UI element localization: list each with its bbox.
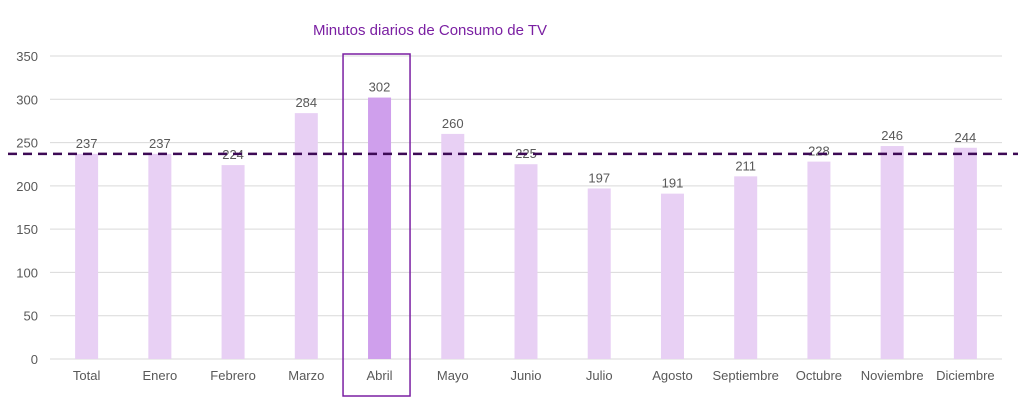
x-tick-label: Septiembre bbox=[712, 368, 778, 383]
x-tick-label: Junio bbox=[510, 368, 541, 383]
data-label: 228 bbox=[808, 144, 830, 159]
y-axis-ticks: 0 50 100 150 200 250 300 350 bbox=[16, 49, 38, 367]
data-label: 244 bbox=[955, 130, 977, 145]
y-tick-label: 150 bbox=[16, 222, 38, 237]
bar bbox=[148, 153, 172, 359]
bar bbox=[660, 193, 684, 359]
y-tick-label: 250 bbox=[16, 136, 38, 151]
data-label: 237 bbox=[76, 136, 98, 151]
y-tick-label: 200 bbox=[16, 179, 38, 194]
y-tick-label: 100 bbox=[16, 265, 38, 280]
x-tick-label: Enero bbox=[142, 368, 177, 383]
y-tick-label: 300 bbox=[16, 92, 38, 107]
data-label: 284 bbox=[295, 95, 317, 110]
chart-title: Minutos diarios de Consumo de TV bbox=[312, 22, 547, 39]
bar bbox=[75, 153, 99, 359]
data-label: 260 bbox=[442, 116, 464, 131]
x-tick-label: Noviembre bbox=[861, 368, 924, 383]
bar bbox=[441, 133, 465, 359]
data-label: 237 bbox=[149, 136, 171, 151]
x-tick-label: Mayo bbox=[437, 368, 469, 383]
bar bbox=[587, 188, 611, 359]
x-tick-label: Julio bbox=[586, 368, 613, 383]
x-tick-label: Marzo bbox=[288, 368, 324, 383]
y-tick-label: 350 bbox=[16, 49, 38, 64]
bar bbox=[221, 165, 245, 359]
y-tick-label: 0 bbox=[31, 352, 38, 367]
x-axis-ticks: Total Enero Febrero Marzo Abril Mayo Junio Juli… bbox=[73, 368, 995, 383]
x-tick-label: Octubre bbox=[796, 368, 842, 383]
bars bbox=[75, 97, 977, 359]
data-label: 191 bbox=[662, 176, 684, 191]
y-tick-label: 50 bbox=[24, 309, 38, 324]
x-tick-label: Diciembre bbox=[936, 368, 995, 383]
bar bbox=[880, 146, 904, 359]
bar-highlighted bbox=[368, 97, 392, 359]
bar bbox=[294, 113, 318, 359]
x-tick-label: Febrero bbox=[210, 368, 256, 383]
bar bbox=[807, 161, 831, 359]
bar bbox=[514, 164, 538, 359]
bar bbox=[953, 147, 977, 359]
data-label: 211 bbox=[735, 158, 756, 173]
bar bbox=[734, 176, 758, 359]
x-tick-label: Total bbox=[73, 368, 101, 383]
x-tick-label: Agosto bbox=[652, 368, 692, 383]
x-tick-label: Abril bbox=[367, 368, 393, 383]
highlight-box bbox=[342, 53, 411, 397]
data-label: 246 bbox=[881, 128, 903, 143]
overlays bbox=[8, 53, 1018, 397]
data-label: 197 bbox=[588, 170, 610, 185]
data-label: 302 bbox=[369, 80, 391, 95]
